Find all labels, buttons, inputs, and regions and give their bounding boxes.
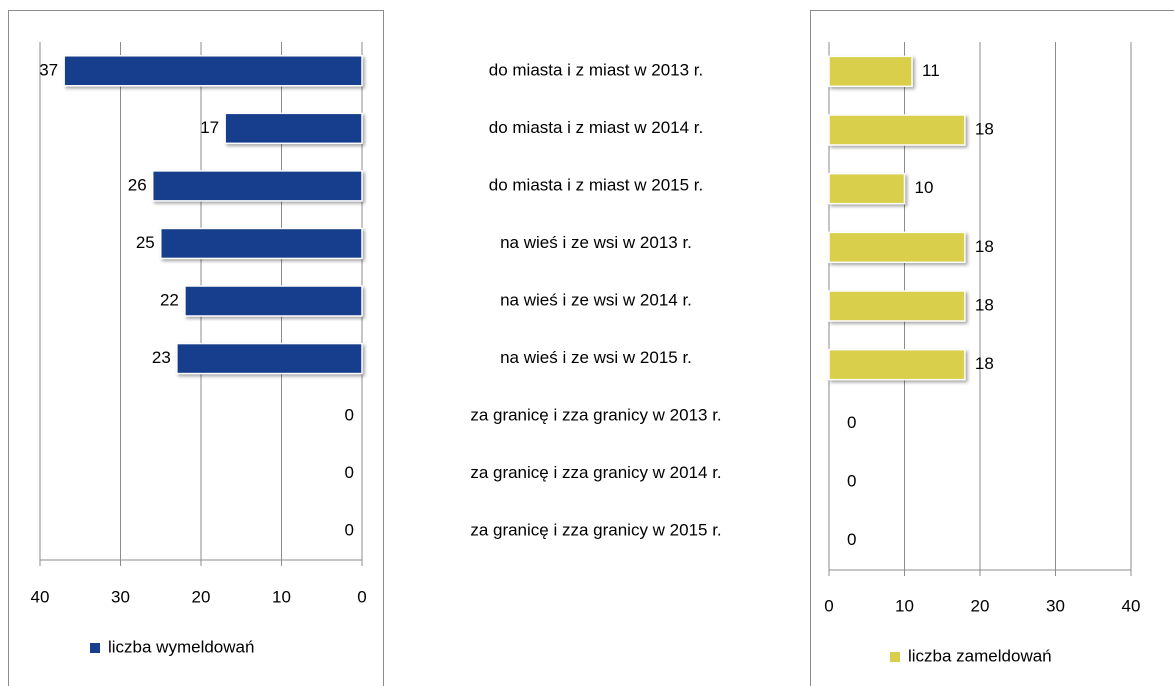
value-label: 0 [847,530,856,549]
value-label: 0 [847,471,856,490]
value-label: 11 [922,61,940,80]
right-panel [810,10,1174,686]
x-tick-label: 40 [31,587,50,606]
value-label: 23 [152,348,171,367]
x-tick-label: 10 [895,596,914,615]
x-tick-label: 10 [272,587,291,606]
x-tick-label: 30 [1046,596,1065,615]
bar [828,290,966,322]
value-label: 18 [975,237,994,256]
x-tick-label: 30 [111,587,130,606]
category-label: za granicę i zza granicy w 2015 r. [470,521,721,540]
bar [176,342,363,375]
x-tick-label: 20 [192,587,211,606]
x-tick-label: 20 [971,596,990,615]
value-label: 0 [345,463,354,482]
value-label: 0 [847,413,856,432]
category-label: do miasta i z miast w 2013 r. [489,60,703,79]
value-label: 18 [975,119,994,138]
value-label: 25 [136,233,155,252]
bar [151,170,363,202]
bar [828,172,906,205]
legend-label: liczba zameldowań [908,646,1052,665]
value-label: 18 [975,354,994,373]
value-label: 17 [200,118,219,137]
bar [63,55,363,87]
value-label: 22 [160,290,179,309]
left-panel [8,10,384,686]
value-label: 0 [345,521,354,540]
category-label: na wieś i ze wsi w 2014 r. [500,290,692,309]
category-label: do miasta i z miast w 2015 r. [489,175,703,194]
bar [828,114,966,146]
category-label: za granicę i zza granicy w 2013 r. [470,406,721,425]
value-label: 37 [39,60,58,79]
bar [160,227,363,260]
bar [828,231,966,264]
bar [828,348,966,381]
bar [184,285,363,317]
bar [224,112,363,145]
x-tick-label: 40 [1122,596,1141,615]
value-label: 0 [345,406,354,425]
legend-label: liczba wymeldowań [108,637,254,656]
value-label: 18 [975,295,994,314]
x-tick-label: 0 [824,596,833,615]
category-label: do miasta i z miast w 2014 r. [489,118,703,137]
category-label: na wieś i ze wsi w 2013 r. [500,233,692,252]
x-tick-label: 0 [357,587,366,606]
value-label: 26 [128,175,147,194]
legend-swatch [90,643,100,653]
bar [828,55,913,88]
category-label: za granicę i zza granicy w 2014 r. [470,463,721,482]
category-label: na wieś i ze wsi w 2015 r. [500,348,692,367]
legend-swatch [890,652,900,662]
value-label: 10 [915,178,934,197]
